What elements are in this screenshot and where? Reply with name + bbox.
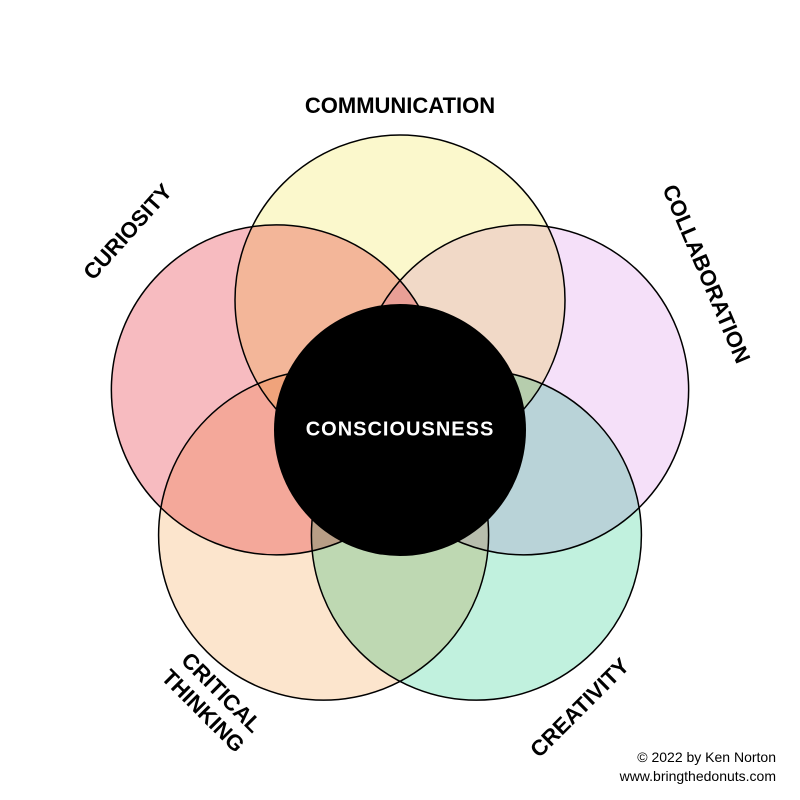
venn-diagram: COMMUNICATIONCOLLABORATIONCREATIVITYCRIT…	[0, 0, 800, 800]
credit-line-2: www.bringthedonuts.com	[620, 767, 776, 786]
credit-line-1: © 2022 by Ken Norton	[620, 748, 776, 767]
credit-block: © 2022 by Ken Norton www.bringthedonuts.…	[620, 748, 776, 786]
venn-center-label: CONSCIOUSNESS	[306, 419, 495, 442]
venn-svg	[0, 0, 800, 800]
venn-label-communication: COMMUNICATION	[305, 93, 495, 119]
